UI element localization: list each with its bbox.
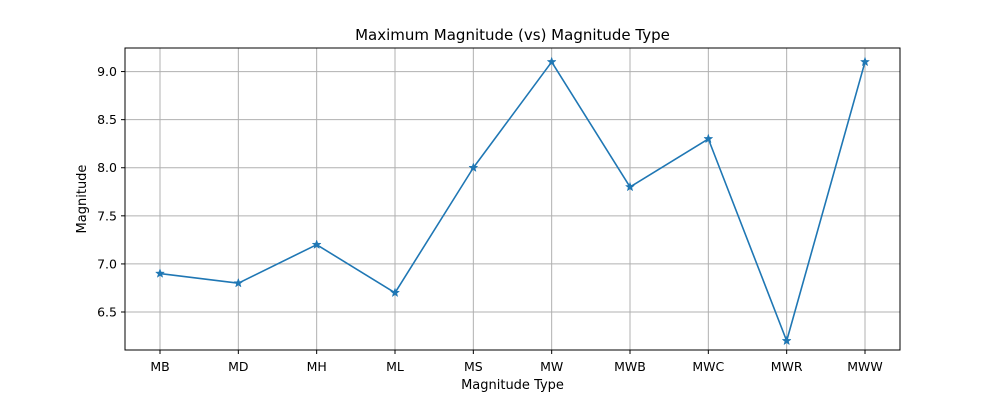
- chart-title: Maximum Magnitude (vs) Magnitude Type: [355, 26, 670, 44]
- x-tick-label: MW: [540, 359, 563, 374]
- data-point-marker: [233, 277, 244, 288]
- x-tick-label: MS: [464, 359, 483, 374]
- y-tick-label: 6.5: [97, 305, 117, 320]
- y-tick-label: 8.5: [97, 112, 117, 127]
- plot-frame: [124, 47, 901, 351]
- data-point-marker: [311, 239, 322, 250]
- series: [154, 56, 871, 346]
- x-tick-label: MWC: [692, 359, 724, 374]
- data-point-marker: [546, 56, 557, 67]
- y-tick-label: 9.0: [97, 64, 117, 79]
- series-line: [159, 61, 866, 342]
- ticks: MB MD MH ML MS MW MWB MWC MWR MWW 6.5 7.0 7.5 8.0 8.5 9…: [97, 64, 883, 374]
- x-tick-label: MD: [228, 359, 248, 374]
- y-tick-label: 7.5: [97, 208, 117, 223]
- grid: [125, 48, 900, 350]
- data-point-marker: [389, 287, 401, 298]
- x-tick-label: ML: [386, 359, 404, 374]
- x-tick-label: MH: [307, 359, 327, 374]
- y-axis-label: Magnitude: [75, 165, 90, 234]
- data-point-marker: [624, 181, 636, 192]
- data-point-marker: [859, 56, 871, 67]
- x-tick-label: MWW: [847, 359, 883, 374]
- x-tick-label: MWR: [771, 359, 803, 374]
- y-tick-label: 8.0: [97, 160, 117, 175]
- x-axis-label: Magnitude Type: [461, 378, 564, 393]
- data-point-marker: [154, 268, 166, 278]
- data-point-marker: [468, 162, 479, 173]
- x-tick-label: MB: [150, 359, 169, 374]
- data-point-marker: [781, 335, 792, 346]
- x-tick-label: MWB: [614, 359, 646, 374]
- y-tick-label: 7.0: [97, 256, 117, 271]
- data-point-marker: [703, 133, 714, 144]
